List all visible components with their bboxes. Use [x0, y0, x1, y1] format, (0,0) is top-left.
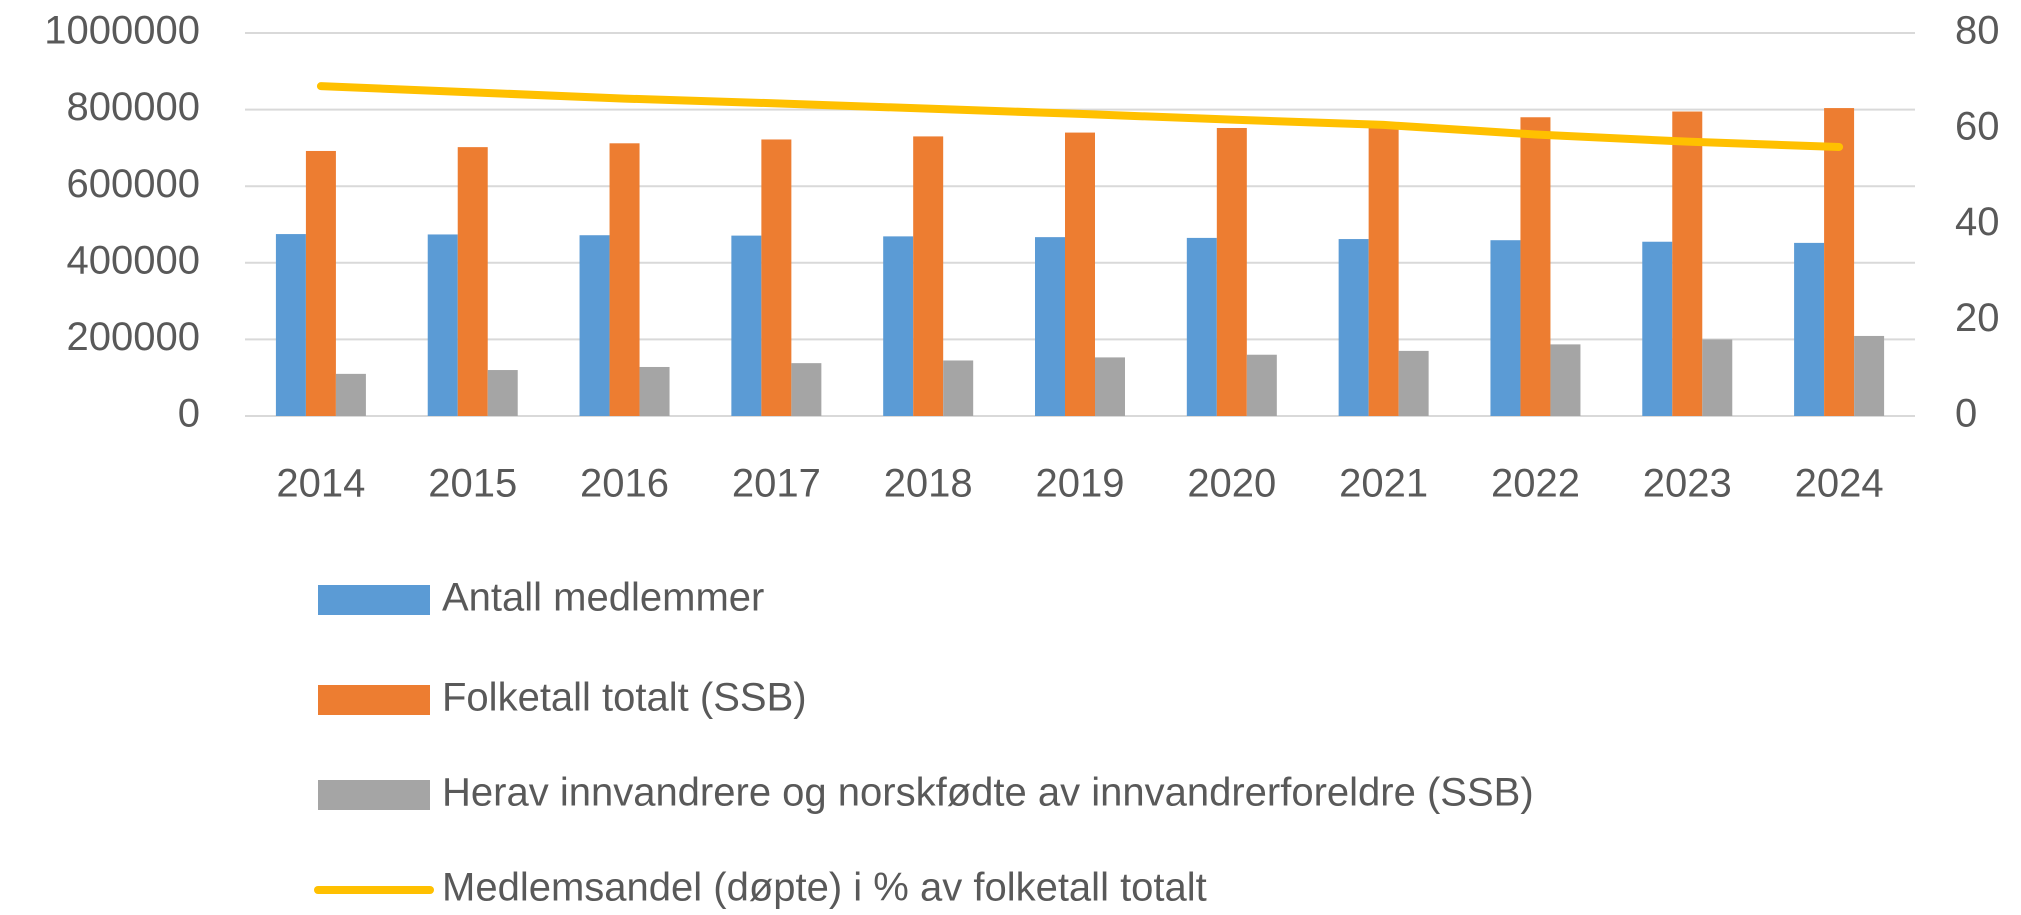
x-tick-label: 2018	[884, 462, 973, 506]
bar	[731, 235, 762, 416]
bar	[913, 136, 944, 416]
bar	[579, 235, 610, 416]
x-tick-label: 2021	[1339, 462, 1428, 506]
y-tick-label: 800000	[67, 85, 200, 129]
y2-tick-label: 60	[1955, 104, 2000, 148]
x-tick-label: 2015	[428, 462, 517, 506]
y2-tick-label: 20	[1955, 296, 2000, 340]
y2-tick-label: 40	[1955, 200, 2000, 244]
bar	[1216, 127, 1247, 416]
x-tick-label: 2017	[732, 462, 821, 506]
bar	[427, 234, 458, 416]
bar	[883, 236, 914, 416]
bar	[1824, 108, 1855, 417]
legend-label: Herav innvandrere og norskfødte av innva…	[442, 771, 1534, 815]
y2-tick-label: 80	[1955, 9, 2000, 53]
bar	[487, 370, 518, 416]
bar	[275, 234, 306, 416]
y-tick-label: 1000000	[44, 9, 200, 53]
x-tick-label: 2024	[1795, 462, 1884, 506]
bar	[1338, 239, 1369, 416]
bar	[609, 143, 640, 416]
bar	[1490, 240, 1521, 416]
x-tick-label: 2019	[1036, 462, 1125, 506]
bar	[1794, 242, 1825, 416]
legend-label: Folketall totalt (SSB)	[442, 676, 807, 720]
legend-swatch	[318, 585, 430, 615]
bar	[1702, 339, 1733, 416]
bar	[335, 373, 366, 416]
x-tick-label: 2023	[1643, 462, 1732, 506]
bar	[1520, 117, 1551, 416]
bar	[761, 139, 792, 416]
y-tick-label: 200000	[67, 315, 200, 359]
bar	[1854, 335, 1885, 416]
legend-swatch	[318, 685, 430, 715]
bar	[1368, 124, 1399, 417]
bar	[791, 363, 822, 416]
legend-label: Antall medlemmer	[442, 576, 764, 620]
bar	[1095, 357, 1125, 416]
x-tick-label: 2020	[1187, 462, 1276, 506]
y2-tick-label: 0	[1955, 392, 1977, 436]
bar	[1398, 350, 1429, 416]
legend-swatch	[318, 780, 430, 810]
bar	[1246, 354, 1277, 416]
x-tick-label: 2022	[1491, 462, 1580, 506]
bar	[1186, 237, 1217, 416]
line	[316, 82, 1844, 151]
bar	[1550, 344, 1581, 416]
x-tick-label: 2014	[276, 462, 365, 506]
bar	[457, 147, 488, 416]
y-tick-label: 600000	[67, 162, 200, 206]
bar	[1672, 111, 1703, 416]
y-tick-label: 400000	[67, 238, 200, 282]
bar	[1065, 132, 1095, 416]
bar	[943, 360, 974, 416]
bar	[1642, 241, 1673, 416]
bar	[1035, 237, 1065, 416]
bar	[305, 150, 336, 417]
y-tick-label: 0	[178, 392, 200, 436]
bar	[639, 366, 670, 416]
x-tick-label: 2016	[580, 462, 669, 506]
legend-label: Medlemsandel (døpte) i % av folketall to…	[442, 866, 1207, 910]
